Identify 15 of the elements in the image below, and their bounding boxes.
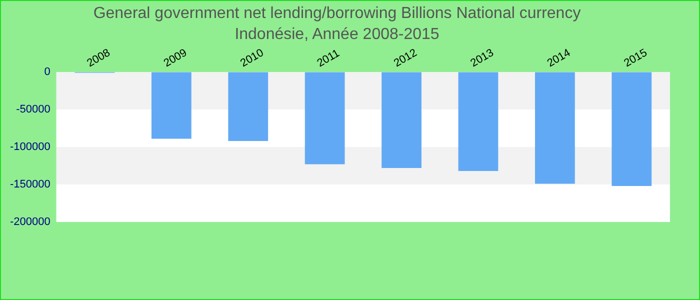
x-tick-label: 2010 <box>238 46 266 70</box>
x-tick-label: 2008 <box>85 46 112 70</box>
x-tick-label: 2011 <box>315 47 342 70</box>
y-tick-label: -150000 <box>10 178 50 191</box>
chart-subtitle: Indonésie, Année 2008-2015 <box>234 26 440 44</box>
chart-title: General government net lending/borrowing Billions National currency <box>93 5 581 22</box>
y-tick-label: -50000 <box>16 104 50 116</box>
y-tick-label: 0 <box>44 66 50 78</box>
y-tick-label: -200000 <box>10 216 50 228</box>
x-tick-label: 2015 <box>622 46 650 70</box>
y-tick-label: -100000 <box>10 141 50 154</box>
x-tick-label: 2013 <box>468 46 496 70</box>
x-tick-label: 2014 <box>545 46 573 70</box>
x-tick-label: 2009 <box>162 46 190 70</box>
x-tick-label: 2012 <box>392 46 420 70</box>
